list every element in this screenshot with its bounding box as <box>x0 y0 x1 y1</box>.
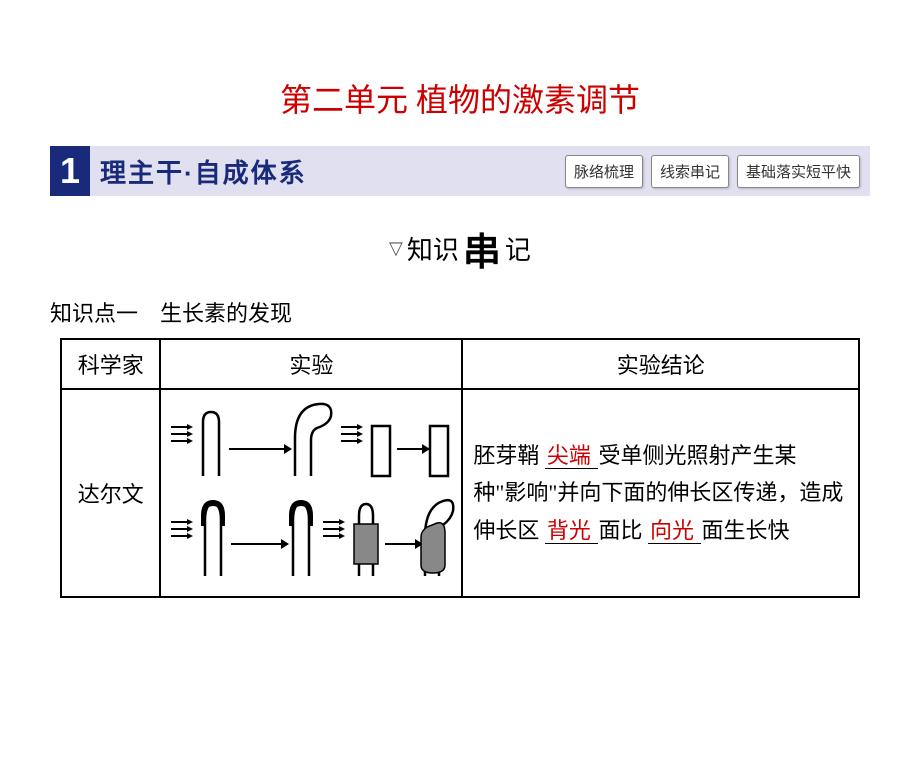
section-banner: 1 理主干·自成体系 脉络梳理 线索串记 基础落实短平快 <box>50 146 870 196</box>
result-arrow-icon <box>229 448 284 450</box>
light-arrows-icon <box>171 423 196 444</box>
experiment-diagram <box>171 398 451 588</box>
c-t3: 面比 <box>598 518 642 543</box>
knowledge-header: ▽ 知识 串 记 <box>0 221 920 276</box>
banner-number: 1 <box>50 146 90 196</box>
sprout-straight-icon <box>199 408 223 478</box>
triangle-icon: ▽ <box>389 238 403 259</box>
sprout-cut-icon <box>427 423 451 478</box>
result-arrow-icon <box>231 543 281 545</box>
banner-btn-thread[interactable]: 线索串记 <box>651 155 729 188</box>
table-row: 达尔文 <box>61 389 859 597</box>
kh-post: 记 <box>505 230 531 267</box>
banner-text: 理主干·自成体系 <box>100 153 307 190</box>
sprout-collar-bent-icon <box>419 493 459 578</box>
light-arrows-icon <box>341 423 366 444</box>
experiment-table: 科学家 实验 实验结论 达尔文 <box>60 338 860 598</box>
th-conclusion: 实验结论 <box>462 339 859 389</box>
c-t1: 胚芽鞘 <box>473 443 539 468</box>
sprout-bent-icon <box>291 398 335 478</box>
table-header-row: 科学家 实验 实验结论 <box>61 339 859 389</box>
experiment-diagram-cell <box>160 389 462 597</box>
kh-pre: 知识 <box>407 230 459 267</box>
sprout-cut-icon <box>369 423 393 478</box>
th-scientist: 科学家 <box>61 339 160 389</box>
light-arrows-icon <box>171 518 196 539</box>
unit-title: 第二单元 植物的激素调节 <box>0 75 920 121</box>
knowledge-point-title: 知识点一 生长素的发现 <box>50 296 870 328</box>
sprout-collar-icon <box>351 498 381 578</box>
c-t4: 面生长快 <box>701 518 789 543</box>
c-fill1: 尖端 <box>545 443 599 469</box>
kh-big: 串 <box>463 221 501 276</box>
sprout-darkcap-icon <box>199 498 227 578</box>
c-fill2: 背光 <box>545 518 599 544</box>
result-arrow-icon <box>397 448 422 450</box>
scientist-name: 达尔文 <box>61 389 160 597</box>
sprout-darkcap-icon <box>287 498 315 578</box>
light-arrows-icon <box>323 518 348 539</box>
th-experiment: 实验 <box>160 339 462 389</box>
c-fill3: 向光 <box>648 518 702 544</box>
result-arrow-icon <box>385 543 415 545</box>
banner-btn-basics[interactable]: 基础落实短平快 <box>737 155 860 188</box>
banner-button-group: 脉络梳理 线索串记 基础落实短平快 <box>565 155 860 188</box>
banner-btn-outline[interactable]: 脉络梳理 <box>565 155 643 188</box>
conclusion-text: 胚芽鞘 尖端 受单侧光照射产生某种"影响"并向下面的伸长区传递，造成伸长区 背光… <box>462 389 859 597</box>
